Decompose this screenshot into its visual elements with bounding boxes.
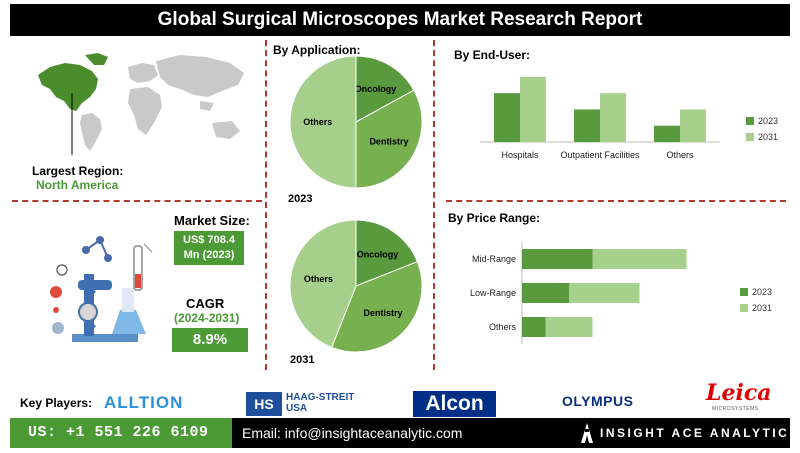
page-title: Global Surgical Microscopes Market Resea… (10, 4, 790, 36)
y-tick-label: Mid-Range (472, 254, 516, 264)
bar-mid-range-2023 (522, 249, 593, 269)
logo-alltion: ALLTION (104, 393, 184, 412)
legend-label-2023: 2023 (758, 116, 778, 126)
logo-olympus: OLYMPUS (562, 393, 634, 409)
vertical-divider-right (433, 40, 435, 370)
market-size-value-line1: US$ 708.4 (183, 234, 235, 246)
end-user-bar-chart: Hospitals Outpatient Facilities Others 2023… (480, 76, 778, 160)
pie-2031-year: 2031 (290, 354, 315, 366)
bar-outpatient-facilities-2031 (600, 93, 626, 142)
bar-hospitals-2031 (520, 76, 546, 142)
bar-others-2031 (680, 109, 706, 142)
legend-swatch-2031 (740, 304, 748, 312)
legend-swatch-2031 (746, 133, 754, 141)
pie-slice-oncology (355, 55, 415, 123)
cagr-period: (2024-2031) (174, 311, 240, 325)
footer-email[interactable]: Email: info@insightaceanalytic.com (242, 425, 463, 441)
pie-chart-2023: Oncology Dentistry Others (289, 55, 423, 189)
pie-label-oncology: Oncology (357, 249, 399, 259)
bar-low-range-2023 (522, 283, 569, 303)
vertical-divider-left (265, 40, 267, 370)
market-size-label: Market Size: (174, 213, 250, 228)
legend-label-2031: 2031 (758, 132, 778, 142)
pie-label-dentistry: Dentistry (369, 136, 408, 146)
pie-label-others: Others (303, 117, 332, 127)
cagr-label: CAGR (186, 296, 225, 311)
legend-swatch-2023 (740, 288, 748, 296)
horizontal-divider-right (446, 200, 786, 202)
key-players-label: Key Players: (20, 396, 93, 410)
pie-slice-dentistry (355, 89, 423, 189)
y-tick-label: Others (489, 322, 517, 332)
pie-slice-others (289, 219, 357, 349)
cagr-value-box: 8.9% (172, 328, 248, 352)
footer-bar: Email: info@insightaceanalytic.com INSIG… (232, 418, 790, 448)
legend-swatch-2023 (746, 117, 754, 125)
x-tick-label: Hospitals (501, 150, 539, 160)
market-size-value-line2: Mn (2023) (183, 249, 235, 261)
logo-haag-streit: HAAG-STREIT USA (286, 392, 354, 414)
bar-mid-range-2031 (592, 249, 687, 269)
logo-haag-streit-mark: HS (246, 392, 282, 416)
market-size-value-box: US$ 708.4 Mn (2023) (174, 231, 244, 265)
pie-label-others: Others (304, 274, 333, 284)
pie-label-oncology: Oncology (355, 84, 397, 94)
horizontal-divider-left (12, 200, 262, 202)
world-map (30, 45, 255, 163)
bar-outpatient-facilities-2023 (574, 109, 600, 142)
footer-brand: INSIGHT ACE ANALYTIC (600, 426, 790, 440)
bar-others-2023 (654, 125, 680, 142)
bar-low-range-2031 (569, 283, 640, 303)
logo-leica-sub: MICROSYSTEMS (712, 406, 759, 412)
by-application-title: By Application: (273, 43, 361, 57)
pie-chart-2031: Oncology Dentistry Others (289, 219, 423, 353)
pie-slice-oncology (355, 219, 419, 287)
legend-label-2023: 2023 (752, 287, 772, 297)
logo-haag-streit-country: USA (286, 403, 308, 414)
lab-illustration (48, 228, 160, 346)
pie-slice-others (289, 55, 357, 189)
logo-alcon: Alcon (413, 391, 496, 417)
logo-leica: Leica (706, 380, 772, 406)
x-tick-label: Outpatient Facilities (560, 150, 640, 160)
bar-hospitals-2023 (494, 93, 520, 142)
pie-slice-dentistry (331, 261, 423, 353)
x-tick-label: Others (666, 150, 694, 160)
largest-region-label: Largest Region: (32, 164, 124, 178)
pie-2023-year: 2023 (288, 193, 313, 205)
price-range-bar-chart: Mid-Range Low-Range Others 2023 2031 (470, 242, 772, 344)
brand-icon (581, 423, 593, 443)
legend-label-2031: 2031 (752, 303, 772, 313)
logo-haag-streit-name: HAAG-STREIT (286, 392, 355, 403)
pie-label-dentistry: Dentistry (364, 308, 403, 318)
footer-phone[interactable]: US: +1 551 226 6109 (10, 418, 232, 448)
largest-region-value: North America (36, 178, 119, 192)
bar-others-2031 (545, 317, 593, 337)
bar-others-2023 (522, 317, 546, 337)
y-tick-label: Low-Range (470, 288, 516, 298)
by-price-range-title: By Price Range: (448, 211, 541, 225)
by-end-user-title: By End-User: (454, 48, 531, 62)
